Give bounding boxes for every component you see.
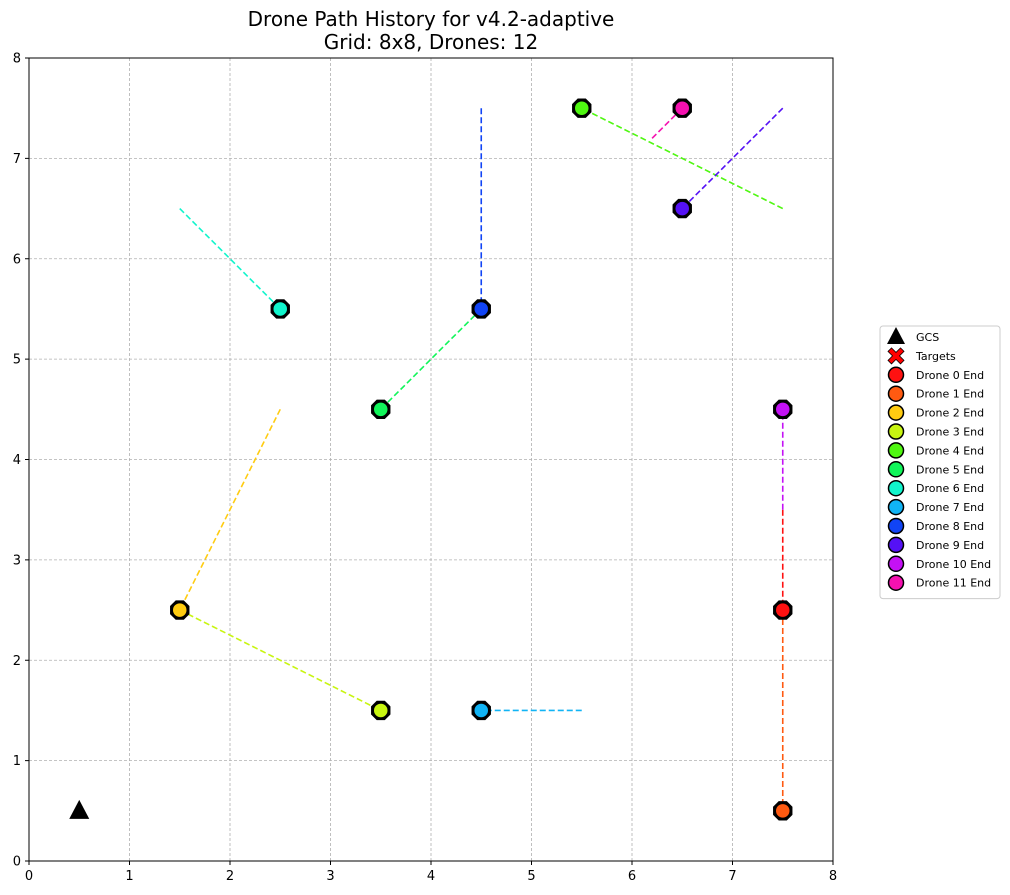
drone-end-point [774,802,791,820]
x-tick-label: 3 [326,869,334,884]
drone-end-point [674,200,691,217]
x-tick-label: 5 [527,869,535,884]
drone-path [179,609,382,712]
drone-path [179,408,281,611]
y-tick-label: 3 [13,553,21,568]
chart-subtitle: Grid: 8x8, Drones: 12 [324,30,538,54]
legend-gcs-icon [887,327,905,344]
drone-end-point [774,401,791,418]
legend-targets-label: Targets [915,350,956,363]
legend-drone-label: Drone 4 End [916,444,984,457]
y-tick-label: 6 [13,252,21,267]
axis-ticks: 0 1 2 3 4 5 6 7 8 0 1 2 3 4 5 6 7 8 [13,52,837,885]
legend-drone-label: Drone 5 End [916,463,984,476]
y-tick-label: 8 [13,52,21,67]
legend-drone-label: Drone 8 End [916,520,984,533]
y-tick-label: 4 [13,453,21,468]
legend-drone-label: Drone 2 End [916,407,984,420]
legend-gcs-label: GCS [916,331,939,344]
x-tick-label: 4 [427,869,435,884]
drone-end-markers [69,98,793,821]
x-tick-label: 2 [226,869,234,884]
drone-end-point [372,401,389,418]
drone-end-point [573,99,590,117]
y-tick-label: 0 [13,855,21,870]
y-tick-label: 1 [13,754,21,769]
legend-drone-label: Drone 6 End [916,482,984,495]
y-tick-label: 2 [13,654,21,669]
x-tick-label: 0 [25,869,33,884]
legend-drone-label: Drone 9 End [916,539,984,552]
legend-drone-label: Drone 11 End [916,577,991,590]
legend-drone-icon [887,498,905,516]
legend-targets-icon [887,347,905,365]
x-tick-label: 1 [125,869,133,884]
legend-drone-icon [887,404,905,421]
legend-drone-label: Drone 1 End [916,388,984,401]
legend-drone-icon [887,385,905,402]
drone-end-point [171,601,188,619]
legend-drone-label: Drone 0 End [916,369,984,382]
grid-lines [29,58,833,861]
drone-end-point [473,702,490,719]
drone-end-point [372,702,389,719]
legend-drone-icon [887,574,905,591]
legend-drone-label: Drone 3 End [916,426,984,439]
drone-end-point [473,300,490,318]
drone-path [681,107,784,210]
legend-drone-label: Drone 7 End [916,501,984,514]
legend-drone-label: Drone 10 End [916,558,991,571]
x-tick-label: 6 [628,869,636,884]
x-tick-label: 7 [728,869,736,884]
legend-drone-icon [887,479,905,497]
legend-drone-icon [887,555,905,573]
legend-drone-icon [887,461,905,478]
drone-end-point [774,601,791,619]
drone-path [179,207,281,310]
legend: GCS Targets Drone 0 End Drone 1 End Drone 2 … [879,325,1001,600]
drone-path [651,107,683,139]
legend-drone-icon [887,442,905,459]
y-tick-label: 7 [13,152,21,167]
y-tick-label: 5 [13,353,21,368]
legend-drone-icon [887,366,905,384]
chart-title: Drone Path History for v4.2-adaptive [248,7,615,31]
x-tick-label: 8 [829,869,837,884]
drone-end-point [674,99,691,117]
legend-drone-icon [887,536,905,554]
drone-path [581,107,784,210]
legend-drone-icon [887,517,905,535]
legend-drone-icon [887,423,905,440]
drone-paths [179,107,784,811]
drone-path [380,308,482,410]
drone-end-point [272,300,289,318]
legend-box [879,325,1001,600]
gcs-marker [69,799,90,819]
